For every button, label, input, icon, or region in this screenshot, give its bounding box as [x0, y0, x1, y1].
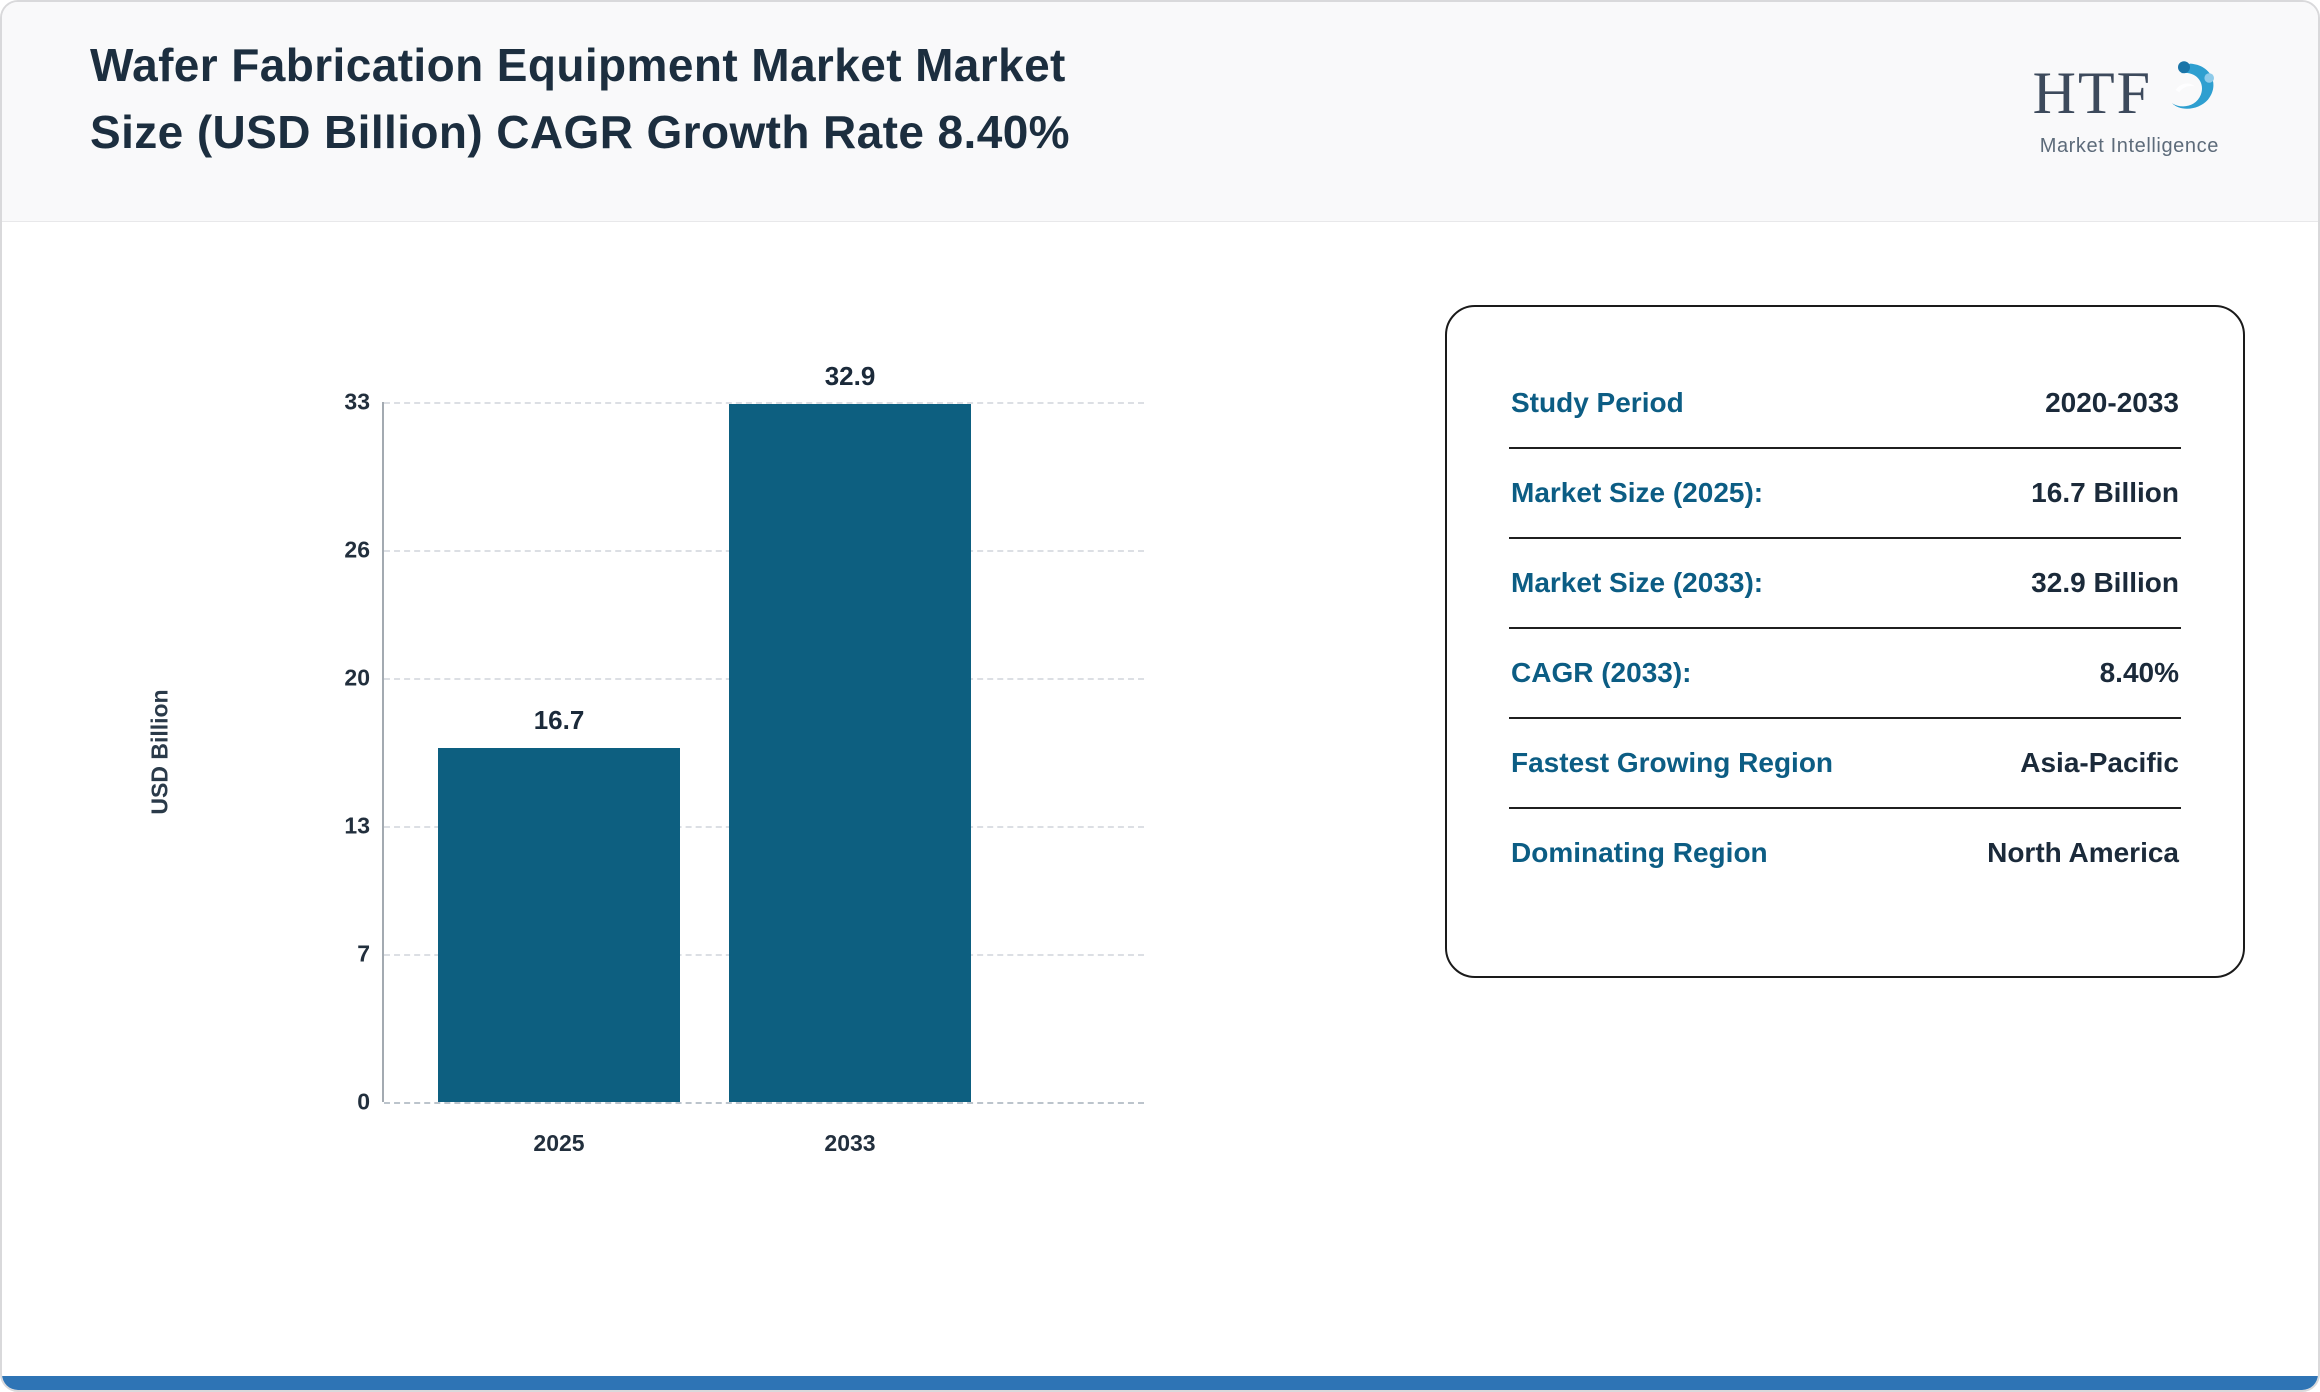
info-value: North America: [1987, 837, 2179, 868]
info-row-study-period: Study Period 2020-2033: [1509, 359, 2181, 447]
info-value: 8.40%: [2099, 657, 2179, 688]
info-row-fastest-growing-region: Fastest Growing Region Asia-Pacific: [1509, 717, 2181, 807]
info-label: Fastest Growing Region: [1511, 747, 1834, 778]
info-label: Dominating Region: [1511, 837, 1768, 868]
info-label: Study Period: [1511, 387, 1684, 418]
bar-2033: [729, 404, 971, 1102]
logo-subtext: Market Intelligence: [2039, 135, 2219, 157]
logo-top: HTF: [2033, 54, 2226, 131]
info-label: Market Size (2025):: [1511, 477, 1764, 508]
info-label: CAGR (2033):: [1511, 657, 1692, 688]
info-row-market-size-2033: Market Size (2033): 32.9 Billion: [1509, 537, 2181, 627]
bar-2025: [438, 747, 680, 1102]
info-value: Asia-Pacific: [2020, 747, 2179, 778]
x-tick-label: 2033: [824, 1130, 876, 1156]
plot-area: 0 7 13 20 26 33 16.7 2025 32.9 2033: [344, 361, 1144, 1156]
bottom-accent-bar: [2, 1376, 2318, 1390]
y-tick-label: 26: [344, 536, 370, 563]
info-label: Market Size (2033):: [1511, 567, 1764, 598]
y-tick-label: 33: [344, 388, 370, 415]
x-tick-label: 2025: [533, 1130, 585, 1156]
page-title-line1: Wafer Fabrication Equipment Market Marke…: [90, 39, 1066, 91]
info-row-cagr: CAGR (2033): 8.40%: [1509, 627, 2181, 717]
y-tick-label: 13: [344, 812, 370, 839]
page-title: Wafer Fabrication Equipment Market Marke…: [90, 32, 1070, 166]
htf-logo: HTF Market Intelligence: [2033, 54, 2226, 158]
info-value: 32.9 Billion: [2031, 567, 2179, 598]
gridline: [384, 402, 1144, 404]
info-card: Study Period 2020-2033 Market Size (2025…: [1445, 305, 2245, 978]
page-title-line2: Size (USD Billion) CAGR Growth Rate 8.40…: [90, 106, 1070, 159]
y-tick-label: 20: [344, 664, 370, 691]
y-axis-title: USD Billion: [146, 689, 173, 815]
gridline: [384, 1102, 1144, 1104]
info-value: 16.7 Billion: [2031, 477, 2179, 508]
bar-value-label: 16.7: [533, 704, 585, 735]
logo-text: HTF: [2032, 59, 2152, 126]
y-tick-label: 0: [357, 1088, 370, 1115]
info-row-dominating-region: Dominating Region North America: [1509, 807, 2181, 897]
logo-swirl-icon: [2154, 54, 2226, 131]
info-value: 2020-2033: [2045, 387, 2179, 418]
y-tick-label: 7: [357, 940, 370, 966]
info-row-market-size-2025: Market Size (2025): 16.7 Billion: [1509, 447, 2181, 537]
bar-value-label: 32.9: [824, 361, 876, 392]
header: Wafer Fabrication Equipment Market Marke…: [2, 2, 2318, 222]
